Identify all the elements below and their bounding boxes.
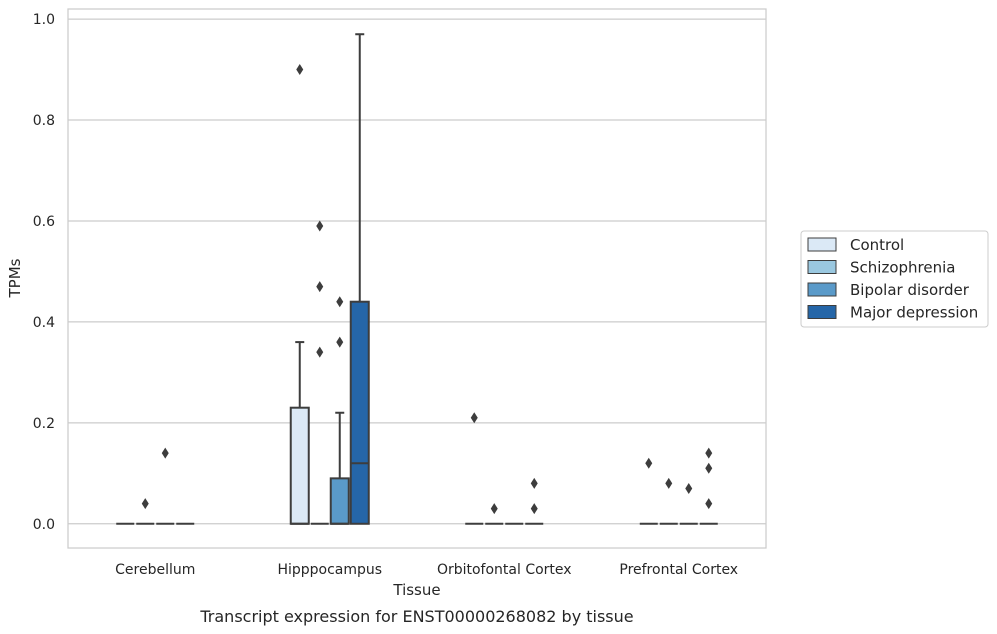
legend: Control Schizophrenia Bipolar disorder Majo… bbox=[800, 230, 989, 328]
outlier-point bbox=[296, 64, 304, 76]
y-tick-label: 0.6 bbox=[33, 214, 55, 230]
outlier-point bbox=[336, 296, 344, 308]
x-tick-label: Hipppocampus bbox=[277, 562, 382, 578]
box-body bbox=[349, 300, 370, 525]
chart-caption: Transcript expression for ENST0000026808… bbox=[199, 607, 633, 626]
outlier-point bbox=[685, 482, 693, 494]
x-tick-labels: Cerebellum Hipppocampus Orbitofontal Corte… bbox=[115, 562, 738, 578]
outlier-point bbox=[316, 281, 324, 293]
outlier-point bbox=[705, 462, 713, 474]
legend-label: Major depression bbox=[850, 304, 978, 322]
outlier-point bbox=[530, 477, 538, 489]
legend-swatch bbox=[807, 282, 837, 297]
legend-label: Control bbox=[850, 236, 904, 254]
legend-swatch bbox=[807, 305, 837, 319]
box-bipolar-disorder bbox=[329, 411, 350, 525]
x-tick-label: Orbitofontal Cortex bbox=[437, 562, 572, 578]
outlier-point bbox=[705, 447, 713, 459]
outlier-point bbox=[665, 477, 673, 489]
y-tick-label: 0.4 bbox=[33, 315, 55, 331]
outlier-point bbox=[705, 498, 713, 510]
outlier-point bbox=[470, 412, 478, 424]
y-tick-label: 0.0 bbox=[33, 517, 55, 533]
y-tick-label: 0.2 bbox=[33, 416, 55, 432]
legend-frame bbox=[800, 230, 989, 328]
outlier-point bbox=[141, 498, 149, 510]
outlier-point bbox=[316, 346, 324, 358]
y-tick-label: 1.0 bbox=[33, 12, 55, 28]
outliers-layer bbox=[141, 64, 713, 515]
legend-swatch bbox=[807, 237, 837, 252]
legend-items: Control Schizophrenia Bipolar disorder Majo… bbox=[807, 236, 978, 322]
plot-frame bbox=[67, 8, 767, 549]
x-tick-label: Cerebellum bbox=[115, 562, 195, 578]
box-body bbox=[329, 477, 350, 525]
legend-label: Bipolar disorder bbox=[850, 281, 970, 299]
x-tick-label: Prefrontal Cortex bbox=[619, 562, 738, 578]
legend-swatch bbox=[807, 260, 837, 274]
outlier-point bbox=[530, 503, 538, 515]
legend-label: Schizophrenia bbox=[850, 259, 955, 277]
boxes-layer bbox=[116, 33, 718, 525]
outlier-point bbox=[645, 457, 653, 469]
outlier-point bbox=[161, 447, 169, 459]
grid-layer bbox=[68, 18, 766, 525]
box-control bbox=[289, 341, 310, 525]
y-tick-label: 0.8 bbox=[33, 113, 55, 129]
outlier-point bbox=[490, 503, 498, 515]
outlier-point bbox=[316, 220, 324, 232]
box-major-depression bbox=[349, 33, 370, 525]
x-axis-title: Tissue bbox=[392, 581, 440, 599]
y-tick-labels: 0.0 0.2 0.4 0.6 0.8 1.0 bbox=[33, 12, 55, 533]
box-body bbox=[289, 406, 310, 525]
y-axis-title: TPMs bbox=[6, 258, 24, 298]
outlier-point bbox=[336, 336, 344, 348]
